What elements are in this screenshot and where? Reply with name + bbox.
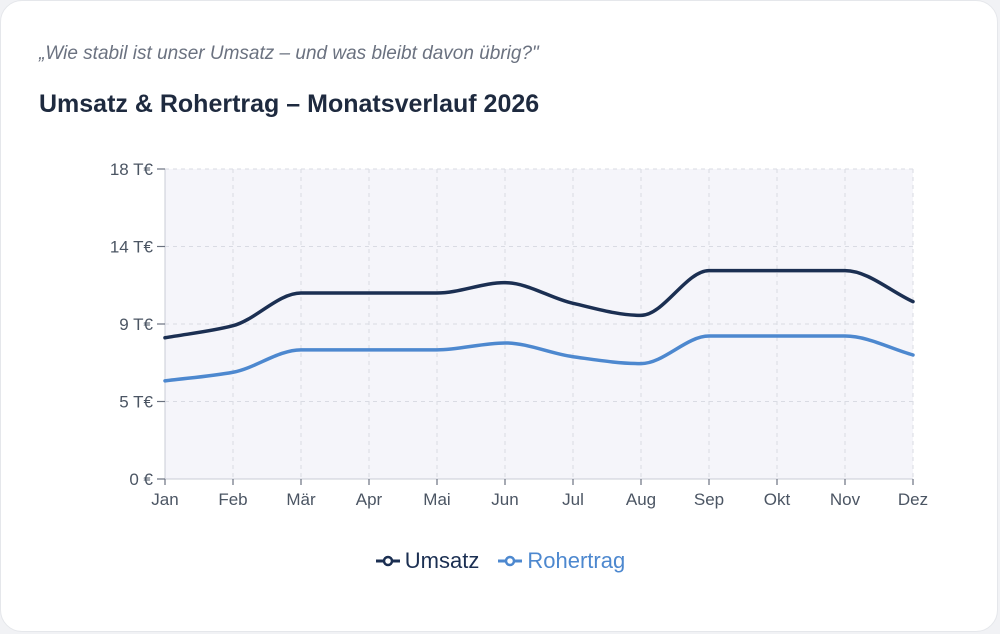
legend-marker-umsatz <box>375 555 400 567</box>
x-tick-label: Sep <box>694 490 724 509</box>
series-lines <box>163 268 915 383</box>
y-tick-label: 18 T€ <box>110 160 154 179</box>
x-tick-label: Jun <box>491 490 518 509</box>
x-tick-label: Nov <box>830 490 861 509</box>
y-tick-label: 5 T€ <box>119 393 153 412</box>
x-tick-label: Aug <box>626 490 656 509</box>
x-tick-label: Mär <box>286 490 316 509</box>
x-tick-label: Jul <box>562 490 584 509</box>
y-tick-labels: 0 € 5 T€ 9 T€ 14 T€ 18 T€ <box>110 160 165 489</box>
plot-area <box>165 169 913 479</box>
x-tick-label: Dez <box>898 490 928 509</box>
legend-label-umsatz: Umsatz <box>404 548 480 573</box>
x-tick-label: Okt <box>764 490 791 509</box>
chart-subtitle: „Wie stabil ist unser Umsatz – und was b… <box>39 43 539 64</box>
x-tick-label: Jan <box>151 490 178 509</box>
legend-item-umsatz[interactable]: Umsatz <box>375 548 480 574</box>
x-tick-label: Apr <box>356 490 383 509</box>
y-tick-label: 9 T€ <box>119 315 153 334</box>
chart-title: Umsatz & Rohertrag – Monatsverlauf 2026 <box>39 90 540 118</box>
legend-item-rohertrag[interactable]: Rohertrag <box>497 548 625 574</box>
y-tick-label: 14 T€ <box>110 238 154 257</box>
legend-label-rohertrag: Rohertrag <box>527 548 626 573</box>
series-line-umsatz <box>163 268 915 340</box>
x-tick-label: Feb <box>218 490 247 509</box>
legend-marker-rohertrag <box>498 555 523 567</box>
y-tick-label: 0 € <box>129 470 153 489</box>
x-tick-label: Mai <box>423 490 450 509</box>
legend: Umsatz Rohertrag <box>0 548 1000 574</box>
x-tick-labels: Jan Feb Mär Apr Mai Jun Jul Aug Sep Okt Nov Dez <box>151 479 928 509</box>
series-line-rohertrag <box>163 334 915 383</box>
